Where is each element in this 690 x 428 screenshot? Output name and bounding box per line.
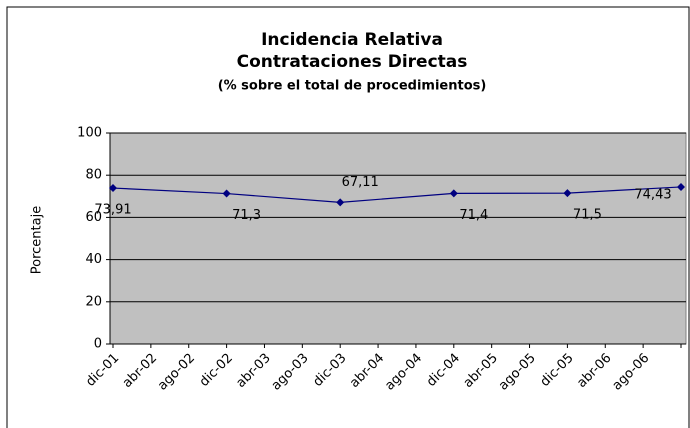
data-label: 73,91 [94,203,131,218]
x-tick-label: abr-02 [120,351,160,391]
marker [109,184,117,193]
y-tick-label: 80 [85,168,102,183]
marker [449,189,458,198]
data-label: 71,3 [232,208,261,223]
x-tick-label: abr-05 [461,351,501,391]
data-label: 71,5 [573,208,602,223]
line [112,186,682,203]
x-tick-label: dic-01 [83,351,122,390]
y-tick-label: 100 [77,126,102,141]
marker [222,189,231,198]
marker [677,182,685,191]
x-tick-label: ago-04 [382,351,425,394]
chart-note: (% sobre el total de procedimientos) [218,79,487,94]
y-tick-label: 40 [85,252,102,267]
chart-frame [6,6,690,428]
y-axis-label: Porcentaje [30,206,45,274]
x-tick-label: ago-05 [496,351,539,394]
data-label: 67,11 [342,175,379,190]
plot-area [109,132,687,345]
x-tick-label: ago-03 [269,351,312,394]
x-tick-label: abr-04 [347,351,387,391]
x-tick-label: dic-05 [538,351,577,390]
data-label: 74,43 [634,187,671,202]
x-tick-label: dic-04 [424,351,463,390]
marker [563,189,572,198]
marker [336,198,345,207]
y-tick-label: 20 [85,294,102,309]
data-label: 71,4 [459,208,488,223]
x-tick-label: abr-03 [233,351,273,391]
x-tick-label: dic-02 [197,351,236,390]
x-tick-label: dic-03 [310,351,349,390]
chart-title: Incidencia Relativa [261,30,443,50]
x-tick-label: ago-02 [155,351,198,394]
chart-subtitle: Contrataciones Directas [237,52,468,72]
y-tick-label: 0 [94,337,102,352]
y-tick-label: 60 [85,210,102,225]
x-tick-label: ago-06 [610,351,653,394]
x-tick-label: abr-06 [574,351,614,391]
